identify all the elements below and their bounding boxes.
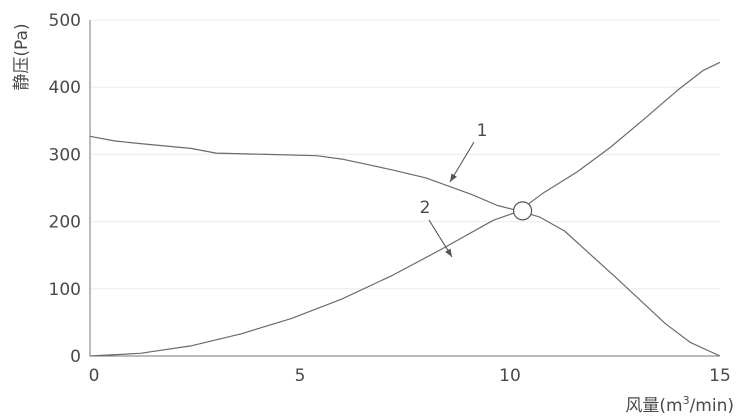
y-tick-100: 100: [49, 280, 81, 300]
y-tick-400: 400: [49, 78, 81, 98]
x-tick-15: 15: [709, 366, 731, 386]
y-tick-200: 200: [49, 213, 81, 233]
intersection-marker: [512, 201, 533, 221]
curve-label-1: 1: [477, 121, 488, 141]
y-tick-0: 0: [70, 347, 81, 367]
x-axis-label-prefix: 风量(m: [625, 396, 682, 416]
y-axis-label: 静压(Pa): [12, 23, 32, 90]
callout-arrowhead-2: [445, 248, 452, 257]
callout-arrowhead-1: [450, 173, 457, 182]
series-line-1: [89, 135, 721, 357]
x-tick-5: 5: [295, 366, 306, 386]
curve-label-2: 2: [420, 198, 431, 218]
gridlines: [90, 19, 720, 290]
y-tick-labels: 0 100 200 300 400 500: [49, 11, 81, 367]
x-tick-labels: 0 5 10 15: [89, 366, 731, 386]
x-axis-label: 风量(m3/min): [625, 394, 734, 416]
annotations: 12: [420, 121, 488, 258]
series-layer: [89, 61, 721, 357]
series-line-2: [89, 61, 721, 357]
x-axis-label-suffix: /min): [690, 396, 734, 416]
x-tick-0: 0: [89, 366, 100, 386]
x-axis-label-superscript: 3: [683, 394, 690, 407]
axes: [89, 20, 720, 357]
y-tick-300: 300: [49, 145, 81, 165]
y-tick-500: 500: [49, 11, 81, 31]
x-tick-10: 10: [499, 366, 521, 386]
